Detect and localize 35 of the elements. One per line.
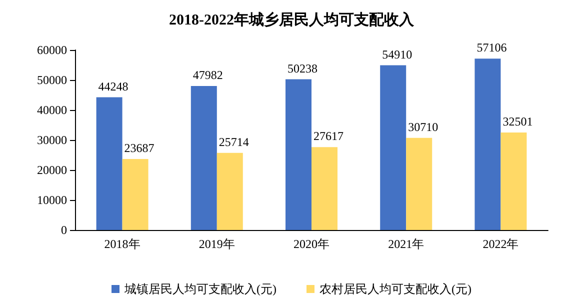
- bar: [96, 97, 122, 230]
- x-tick-label: 2018年: [104, 237, 140, 251]
- x-tick-label: 2022年: [482, 237, 519, 251]
- bar: [312, 147, 338, 230]
- x-tick-label: 2020年: [294, 237, 330, 251]
- y-tick-label: 0: [61, 223, 67, 237]
- data-label: 32501: [502, 114, 533, 128]
- y-tick-label: 60000: [37, 43, 67, 57]
- data-label: 47982: [192, 68, 223, 82]
- chart-title: 2018-2022年城乡居民人均可支配收入: [169, 12, 415, 28]
- bar: [406, 138, 432, 230]
- x-tick-label: 2019年: [198, 237, 235, 251]
- y-tick-label: 20000: [37, 163, 67, 177]
- data-label: 25714: [218, 134, 249, 149]
- data-label: 50238: [288, 61, 318, 76]
- y-tick-label: 30000: [37, 133, 67, 147]
- y-tick-label: 50000: [37, 73, 67, 87]
- legend-label: 农村居民人均可支配收入(元): [320, 282, 472, 296]
- data-label: 23687: [124, 140, 154, 155]
- data-label: 54910: [382, 47, 412, 62]
- y-tick-label: 40000: [37, 103, 67, 117]
- data-label: 27617: [314, 129, 344, 144]
- bar: [286, 79, 312, 230]
- bar: [122, 158, 148, 230]
- bar: [474, 58, 501, 230]
- x-tick-label: 2021年: [388, 237, 424, 251]
- data-label: 30710: [408, 120, 438, 134]
- legend-label: 城镇居民人均可支配收入(元): [124, 282, 277, 296]
- data-label: 44248: [98, 79, 128, 94]
- bar: [190, 86, 217, 230]
- data-label: 57106: [476, 40, 507, 55]
- bar: [380, 65, 406, 230]
- bar: [216, 152, 243, 230]
- y-tick-label: 10000: [37, 193, 67, 207]
- bar: [500, 132, 527, 230]
